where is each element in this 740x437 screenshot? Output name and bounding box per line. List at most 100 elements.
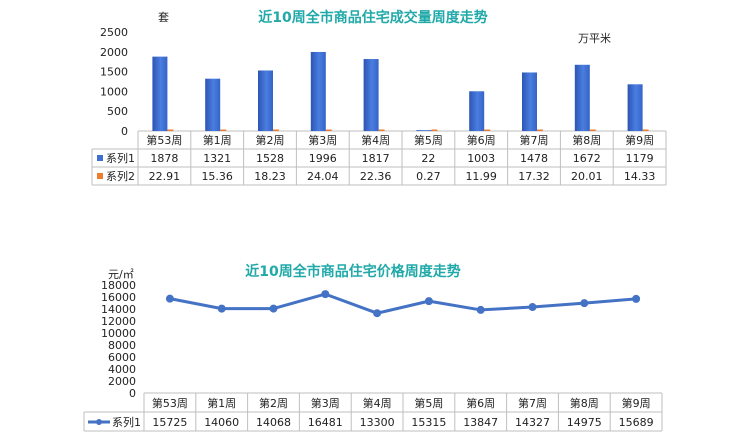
data-label-series1: 1878: [150, 152, 178, 165]
data-label-series1: 1528: [256, 152, 284, 165]
bar-series2: [642, 129, 649, 131]
data-label-series1: 1321: [203, 152, 231, 165]
y-tick-label: 6000: [108, 351, 136, 364]
price-chart-svg: 近10周全市商品住宅价格周度走势 元/㎡ 0200040006000800010…: [83, 263, 663, 432]
data-label-series2: 0.27: [416, 170, 441, 183]
price-point: [269, 304, 278, 313]
x-tick-label: 第9周: [625, 133, 654, 147]
x-tick-label: 第7周: [520, 133, 549, 147]
data-label-series2: 18.23: [254, 170, 286, 183]
bar-series2: [537, 129, 543, 131]
bar-series2: [431, 129, 438, 131]
data-label-price: 14068: [256, 416, 291, 429]
x-tick-label: 第53周: [146, 133, 182, 147]
x-tick-label: 第5周: [414, 396, 443, 410]
price-point: [528, 303, 537, 312]
data-label-price: 15315: [411, 416, 446, 429]
price-unit-label: 元/㎡: [108, 268, 134, 281]
data-label-price: 13300: [360, 416, 395, 429]
data-label-price: 13847: [463, 416, 498, 429]
bar-series2: [273, 129, 279, 131]
bar-series1: [363, 59, 379, 131]
bar-series2: [484, 129, 491, 131]
x-tick-label: 第1周: [203, 133, 232, 147]
x-tick-label: 第6周: [466, 396, 495, 410]
data-label-series2: 24.04: [307, 170, 339, 183]
price-series-line: [169, 292, 637, 315]
data-label-series1: 1996: [309, 152, 337, 165]
x-tick-label: 第5周: [414, 133, 443, 147]
y-tick-label: 2000: [108, 375, 136, 388]
right-unit-label: 万平米: [578, 32, 611, 45]
y-tick-label: 1500: [100, 66, 128, 79]
y-tick-label: 18000: [101, 279, 136, 292]
price-chart-title: 近10周全市商品住宅价格周度走势: [245, 263, 460, 280]
data-label-series2: 11.99: [465, 170, 497, 183]
bar-series1: [627, 84, 643, 131]
legend-label-series1: 系列1: [106, 151, 135, 165]
y-tick-label: 1000: [100, 85, 128, 98]
bar-series1: [574, 64, 590, 131]
x-tick-label: 第2周: [256, 133, 285, 147]
data-label-price: 14060: [204, 416, 239, 429]
volume-chart: 近10周全市商品住宅成交量周度走势 套 万平米 0 500 1000 1500 2000…: [0, 0, 740, 190]
legend-key-series2: [97, 173, 103, 179]
x-tick-label: 第3周: [308, 133, 337, 147]
price-point: [580, 299, 589, 308]
data-label-series1: 1179: [626, 152, 654, 165]
data-label-price: 16481: [308, 416, 343, 429]
bar-series1: [258, 70, 273, 131]
y-tick-label: 2000: [100, 46, 128, 59]
price-point: [165, 294, 174, 303]
price-point: [424, 297, 433, 306]
data-label-price: 14327: [515, 416, 550, 429]
y-tick-label: 16000: [101, 291, 136, 304]
left-unit-label: 套: [158, 11, 169, 24]
x-tick-label: 第3周: [311, 396, 340, 410]
data-label-price: 14975: [567, 416, 602, 429]
bar-series2: [325, 129, 332, 131]
legend-label-series1: 系列1: [112, 415, 141, 429]
x-tick-label: 第8周: [572, 133, 601, 147]
x-tick-label: 第7周: [518, 396, 547, 410]
bar-series2: [589, 129, 596, 131]
data-label-series2: 20.01: [571, 170, 603, 183]
price-point: [373, 309, 382, 318]
price-point: [632, 294, 641, 303]
data-label-series1: 1672: [573, 152, 601, 165]
y-tick-label: 8000: [108, 339, 136, 352]
data-label-series2: 14.33: [624, 170, 656, 183]
price-chart: 近10周全市商品住宅价格周度走势 元/㎡ 0 2000 4000 6000 8000 10…: [0, 255, 740, 437]
data-label-price: 15689: [619, 416, 654, 429]
volume-chart-title: 近10周全市商品住宅成交量周度走势: [258, 9, 487, 26]
price-point: [217, 304, 226, 313]
y-tick-label: 0: [129, 387, 136, 400]
y-tick-label: 4000: [108, 363, 136, 376]
bar-series1: [469, 91, 485, 131]
x-tick-label: 第2周: [259, 396, 288, 410]
data-label-series1: 1478: [520, 152, 548, 165]
y-tick-label: 500: [107, 105, 128, 118]
bar-series1: [152, 56, 168, 132]
bar-series1: [522, 72, 537, 131]
x-tick-label: 第4周: [361, 133, 390, 147]
x-tick-label: 第53周: [152, 396, 188, 410]
x-tick-label: 第1周: [207, 396, 236, 410]
price-point: [321, 290, 330, 299]
legend-key-marker: [96, 419, 102, 425]
bar-series2: [378, 129, 385, 131]
bar-series2: [220, 129, 227, 131]
data-label-series1: 1003: [467, 152, 495, 165]
x-tick-label: 第8周: [570, 396, 599, 410]
volume-chart-svg: 近10周全市商品住宅成交量周度走势 套 万平米 0 500 1000 1500 2000…: [91, 9, 667, 186]
bar-series1: [310, 51, 326, 131]
y-tick-label: 2500: [100, 26, 128, 39]
y-tick-label: 14000: [101, 303, 136, 316]
data-label-series2: 22.91: [149, 170, 181, 183]
bar-series1: [205, 78, 221, 131]
y-tick-label: 10000: [101, 327, 136, 340]
y-tick-label: 12000: [101, 315, 136, 328]
data-label-series2: 15.36: [201, 170, 233, 183]
x-tick-label: 第6周: [467, 133, 496, 147]
data-label-series2: 17.32: [518, 170, 550, 183]
